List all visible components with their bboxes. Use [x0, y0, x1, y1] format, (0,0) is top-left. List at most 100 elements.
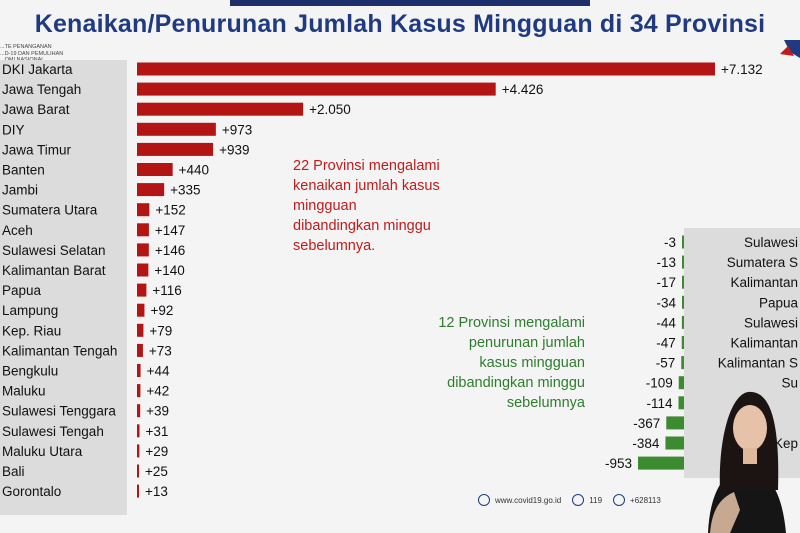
increase-value-label: +140 — [154, 263, 184, 278]
increase-value-label: +152 — [155, 203, 185, 218]
increase-value-label: +440 — [179, 163, 209, 178]
whatsapp-icon — [613, 494, 626, 506]
increase-value-label: +4.426 — [502, 82, 544, 97]
increase-bar — [137, 424, 140, 438]
province-label: Maluku — [2, 384, 46, 399]
province-label: DKI Jakarta — [2, 62, 73, 77]
province-label: Kalimantan — [730, 336, 798, 351]
decrease-value-label: -34 — [656, 295, 676, 310]
increase-bar — [137, 183, 165, 197]
decrease-bar — [638, 456, 684, 470]
decrease-value-label: -13 — [656, 255, 676, 270]
increase-bar — [137, 243, 149, 257]
decrease-bar — [682, 295, 684, 309]
decrease-note: 12 Provinsi mengalami penurunan jumlah k… — [380, 313, 585, 413]
decrease-value-label: -44 — [656, 315, 676, 330]
decrease-bar — [678, 396, 684, 410]
decrease-bar — [682, 235, 684, 249]
decrease-bar — [681, 315, 684, 329]
increase-value-label: +13 — [145, 484, 168, 499]
province-label: Jawa Timur — [2, 142, 72, 157]
province-label: Banten — [2, 163, 45, 178]
province-label: Bengkulu — [2, 364, 58, 379]
province-label: Papua — [2, 283, 42, 298]
globe-icon — [478, 494, 490, 506]
province-label: Kep. Riau — [2, 323, 61, 338]
increase-bar — [137, 283, 147, 297]
decrease-bar — [678, 376, 684, 390]
increase-value-label: +31 — [146, 424, 169, 439]
province-label: Papua — [759, 295, 799, 310]
increase-bar — [137, 323, 144, 337]
decrease-bar — [681, 336, 684, 349]
page-title: Kenaikan/Penurunan Jumlah Kasus Mingguan… — [34, 10, 766, 38]
increase-value-label: +25 — [145, 464, 168, 479]
province-label: Aceh — [2, 223, 33, 238]
decrease-note-line: sebelumnya — [506, 395, 585, 411]
increase-bar — [137, 364, 141, 377]
decrease-value-label: -17 — [656, 275, 676, 290]
province-label: Bali — [2, 464, 25, 479]
footer-hotline: 119 — [589, 495, 603, 505]
decrease-note-line: 12 Provinsi mengalami — [438, 315, 585, 331]
increase-value-label: +29 — [145, 444, 168, 459]
decrease-note-line: kasus mingguan — [479, 355, 585, 371]
province-label: Kalimantan Tengah — [2, 343, 117, 358]
province-label: Kalimantan Barat — [2, 263, 106, 278]
increase-value-label: +39 — [146, 404, 169, 419]
increase-value-label: +146 — [155, 243, 185, 258]
decrease-bar — [682, 255, 684, 269]
increase-value-label: +2.050 — [309, 102, 351, 117]
top-accent-bar — [230, 0, 590, 6]
increase-note: 22 Provinsi mengalami kenaikan jumlah ka… — [293, 156, 440, 256]
increase-note-line: dibandingkan minggu — [293, 218, 431, 234]
increase-value-label: +92 — [150, 303, 173, 318]
decrease-value-label: -109 — [646, 376, 673, 391]
decrease-value-label: -367 — [633, 416, 660, 431]
increase-value-label: +73 — [149, 343, 172, 358]
footer-website: www.covid19.go.id — [495, 495, 562, 505]
increase-bar — [137, 62, 715, 76]
increase-bar — [137, 444, 140, 458]
province-label: Sulawesi — [744, 315, 798, 330]
increase-bar — [137, 464, 140, 478]
province-label: Sulawesi — [744, 235, 798, 250]
increase-note-line: kenaikan jumlah kasus — [293, 178, 440, 194]
footer-contacts: www.covid19.go.id 119 +628113 — [478, 494, 661, 506]
org-line: ...D-19 DAN PEMULIHAN — [0, 50, 64, 57]
decrease-value-label: -114 — [646, 396, 673, 411]
logo-icon — [780, 40, 800, 58]
increase-value-label: +7.132 — [721, 62, 763, 77]
increase-value-label: +44 — [147, 364, 170, 379]
province-label: DIY — [2, 122, 25, 137]
increase-note-line: mingguan — [293, 198, 357, 214]
province-label: Jawa Barat — [2, 102, 70, 117]
province-label: Sumatera S — [727, 255, 798, 270]
decrease-bar — [665, 436, 684, 450]
increase-bar — [137, 102, 304, 116]
province-label: Sulawesi Selatan — [2, 243, 106, 258]
province-label: Su — [781, 376, 798, 391]
increase-note-line: 22 Provinsi mengalami — [293, 158, 440, 174]
increase-value-label: +335 — [170, 183, 200, 198]
increase-value-label: +973 — [222, 122, 252, 137]
decrease-value-label: -57 — [656, 356, 676, 371]
province-label: Sulawesi Tenggara — [2, 404, 116, 419]
province-label: Jawa Tengah — [2, 82, 81, 97]
decrease-bar — [681, 356, 684, 370]
increase-value-label: +79 — [149, 323, 172, 338]
decrease-note-line: penurunan jumlah — [468, 335, 585, 351]
increase-bar — [137, 343, 143, 357]
province-label: Sulawesi Tengah — [2, 424, 104, 439]
province-label: Maluku Utara — [2, 444, 83, 459]
org-line: ...TE PENANGANAN — [0, 44, 52, 50]
increase-value-label: +147 — [155, 223, 185, 238]
province-label: Lampung — [2, 303, 58, 318]
presenter-image — [708, 391, 786, 533]
province-label-panel-left — [0, 60, 127, 515]
province-label: Jambi — [2, 183, 38, 198]
increase-bar — [137, 203, 150, 217]
province-label: Gorontalo — [2, 484, 61, 499]
decrease-value-label: -47 — [656, 336, 676, 351]
